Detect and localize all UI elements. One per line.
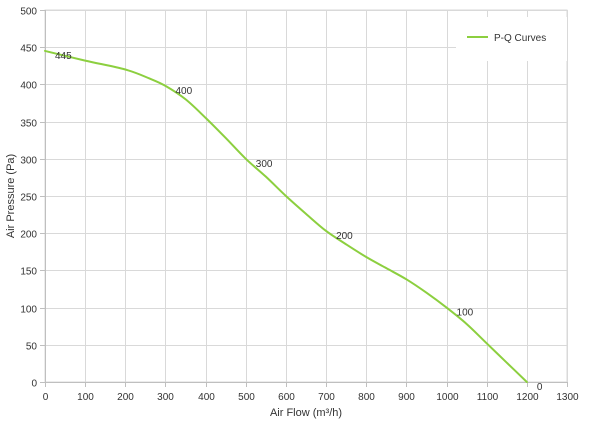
x-tick-label: 1100 <box>477 392 499 403</box>
x-tick-label: 200 <box>117 392 134 403</box>
y-axis-label: Air Pressure (Pa) <box>5 154 17 238</box>
legend: P-Q Curves <box>456 17 567 61</box>
series-line-pq-curves <box>44 49 528 383</box>
data-label: 100 <box>457 308 474 319</box>
y-tick-label: 300 <box>20 156 37 167</box>
x-tick-labels: 0 100 200 300 400 500 600 700 800 900 1000 1100 1200… <box>43 392 579 403</box>
data-label: 400 <box>175 86 192 97</box>
x-tick-label: 1000 <box>436 392 459 403</box>
y-tick-label: 350 <box>20 119 37 130</box>
x-axis-label: Air Flow (m³/h) <box>270 407 342 419</box>
legend-box <box>456 17 567 61</box>
x-tick-label: 500 <box>238 392 255 403</box>
axes <box>40 10 568 387</box>
x-tick-label: 300 <box>157 392 174 403</box>
y-tick-label: 500 <box>20 7 37 18</box>
series <box>44 49 528 383</box>
data-label: 445 <box>55 51 72 62</box>
y-tick-label: 400 <box>20 81 37 92</box>
y-tick-label: 250 <box>20 193 37 204</box>
data-label: 0 <box>537 382 543 393</box>
grid <box>44 9 568 383</box>
data-label: 200 <box>336 231 353 242</box>
x-tick-label: 0 <box>43 392 49 403</box>
x-tick-label: 100 <box>77 392 94 403</box>
x-tick-label: 600 <box>278 392 295 403</box>
legend-label: P-Q Curves <box>494 33 546 44</box>
data-label: 300 <box>256 159 273 170</box>
x-tick-label: 900 <box>398 392 415 403</box>
x-tick-label: 1300 <box>556 392 579 403</box>
y-tick-label: 450 <box>20 44 37 55</box>
x-tick-label: 800 <box>358 392 375 403</box>
y-tick-label: 50 <box>26 342 38 353</box>
y-tick-label: 100 <box>20 305 37 316</box>
annotations: 445 400 300 200 100 0 <box>55 51 543 393</box>
y-tick-label: 0 <box>31 379 37 390</box>
y-tick-label: 150 <box>20 267 37 278</box>
x-tick-label: 700 <box>318 392 335 403</box>
y-tick-label: 200 <box>20 230 37 241</box>
x-tick-label: 400 <box>198 392 215 403</box>
x-tick-label: 1200 <box>516 392 539 403</box>
y-tick-labels: 0 50 100 150 200 250 300 350 400 450 500 <box>20 7 37 390</box>
